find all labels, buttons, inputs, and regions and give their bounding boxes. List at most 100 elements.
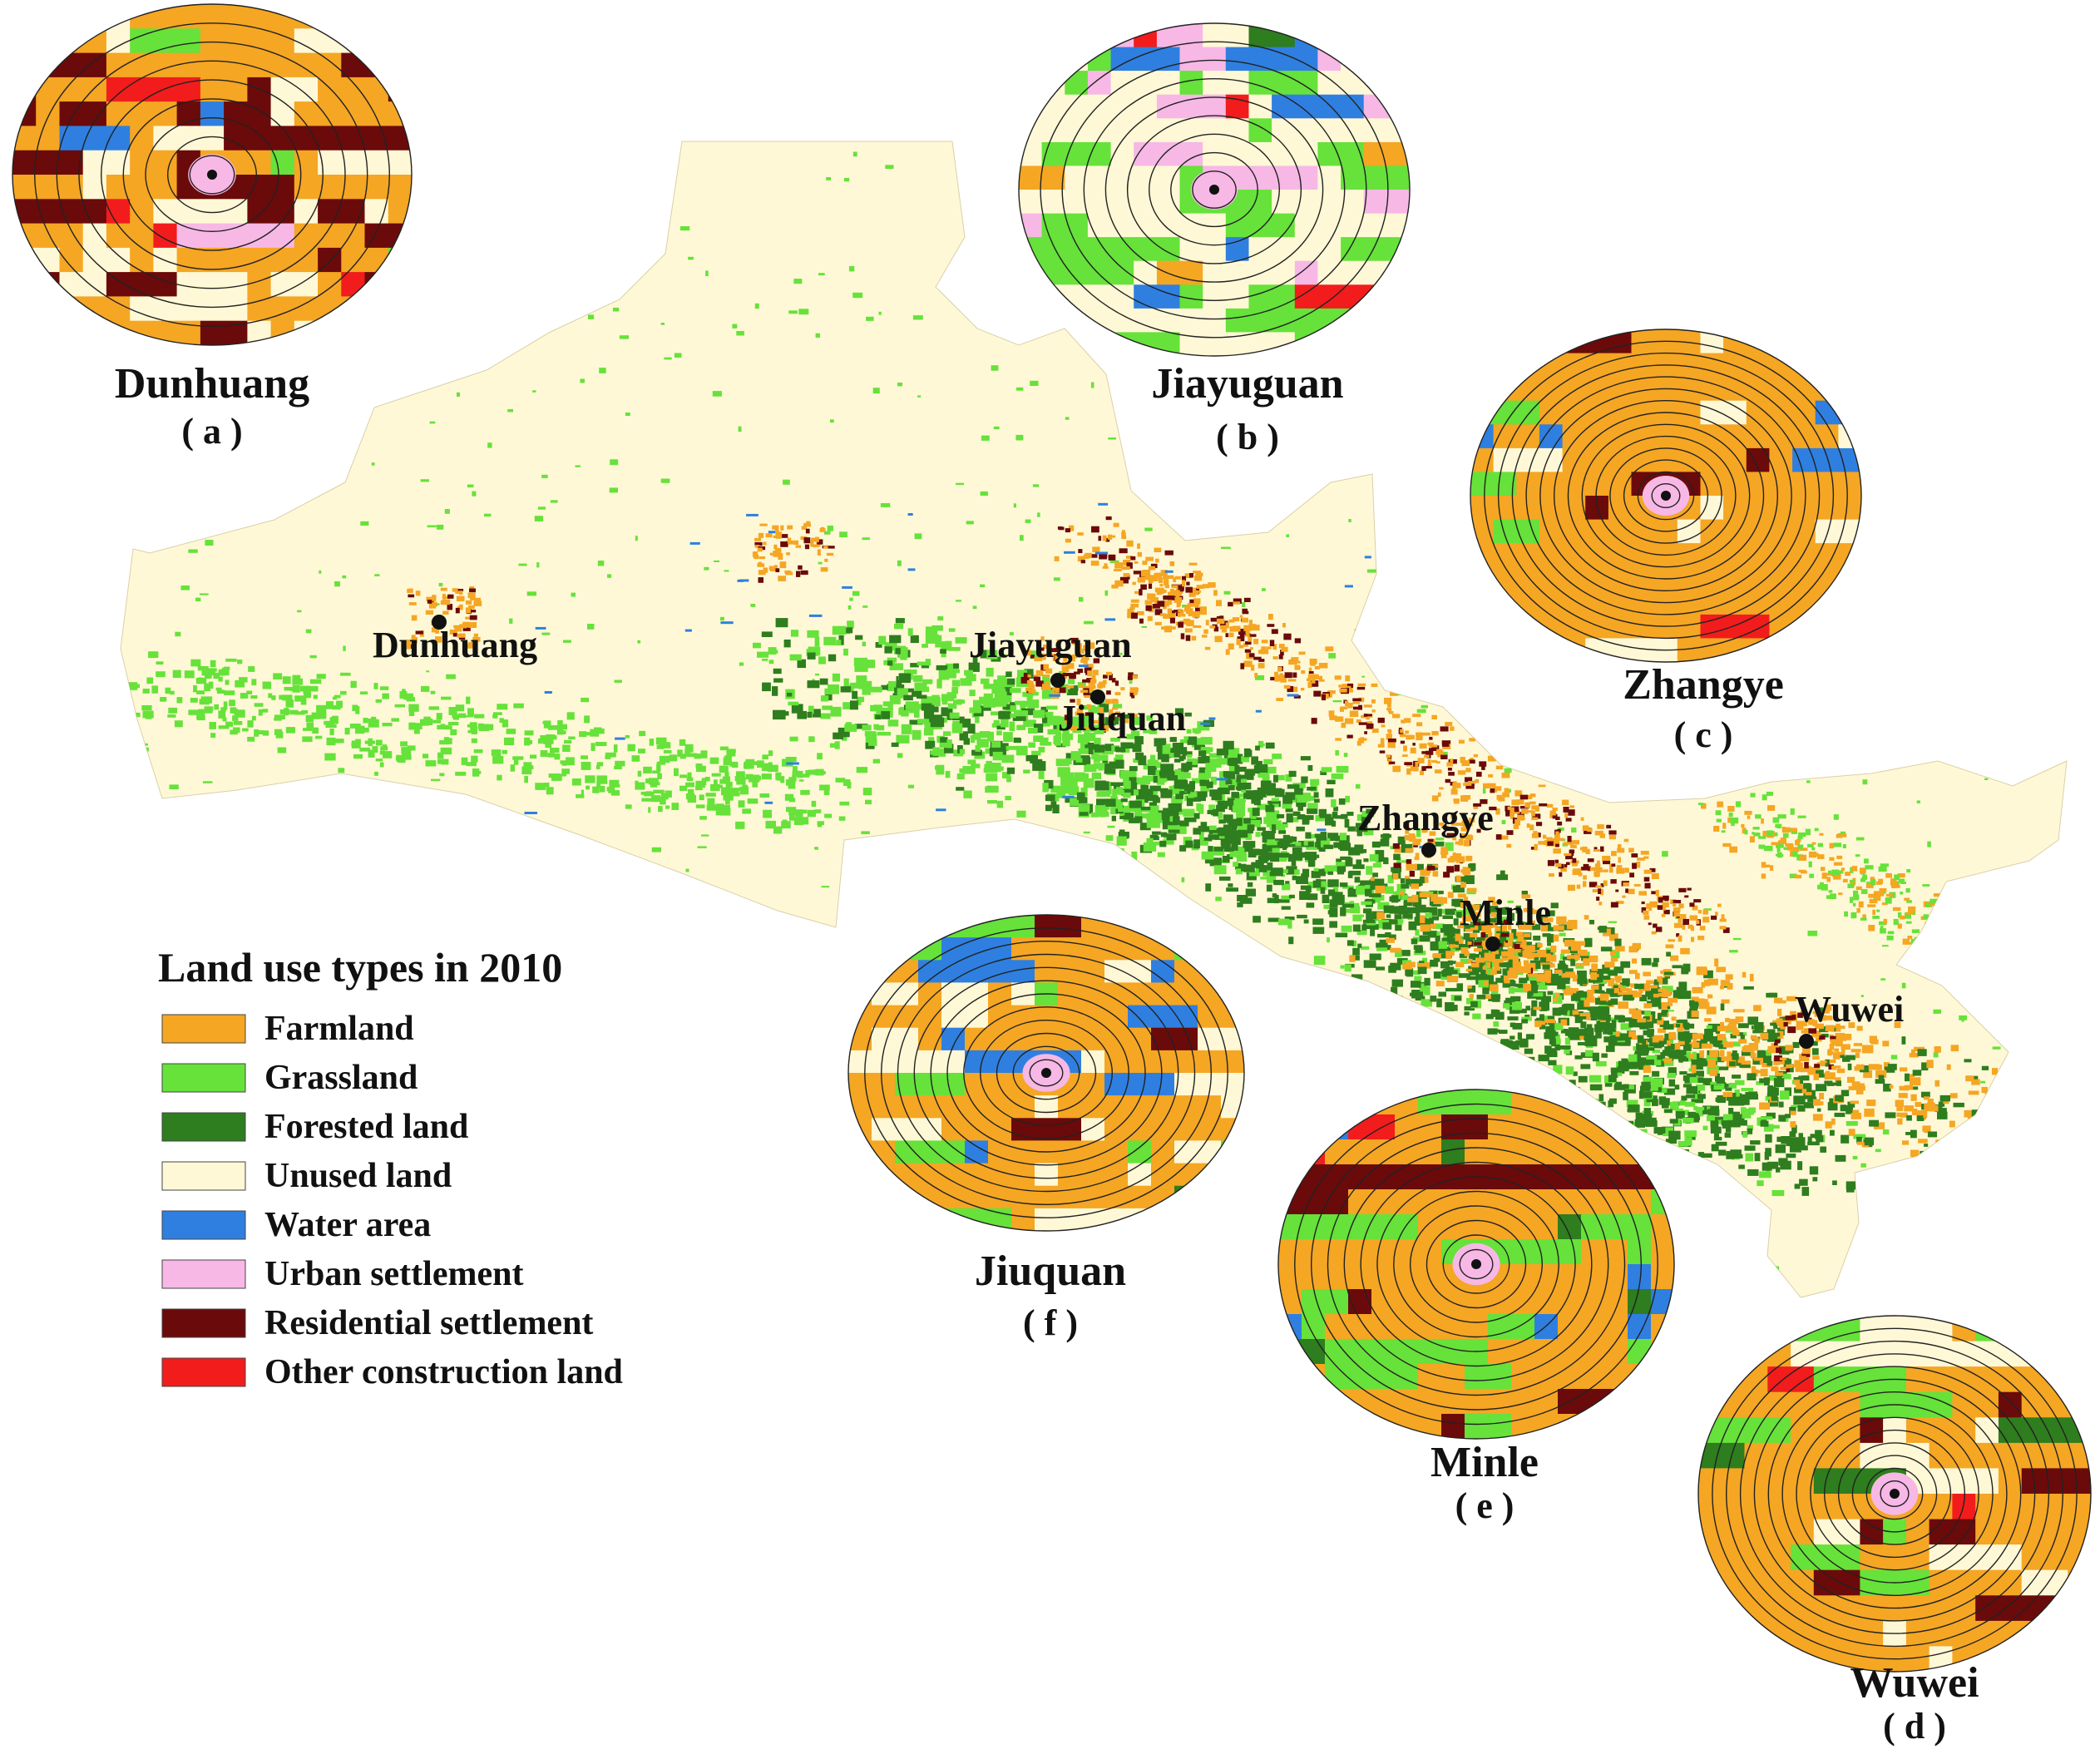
land-cover-patch bbox=[1335, 750, 1339, 756]
land-cover-patch bbox=[1732, 1075, 1742, 1079]
land-cover-patch bbox=[1798, 832, 1806, 838]
land-cover-patch bbox=[1567, 955, 1575, 960]
land-cover-patch bbox=[1255, 745, 1260, 751]
land-cover-patch bbox=[1341, 722, 1346, 729]
land-cover-patch bbox=[492, 1122, 497, 1129]
land-cover-patch bbox=[1934, 1104, 1943, 1113]
land-cover-patch bbox=[1590, 996, 1595, 1003]
land-cover-patch bbox=[1905, 888, 1910, 893]
land-cover-patch bbox=[828, 684, 839, 694]
land-cover-patch bbox=[1999, 1111, 2003, 1117]
land-cover-patch bbox=[1300, 688, 1305, 691]
land-cover-patch bbox=[487, 869, 492, 874]
land-cover-patch bbox=[1545, 1025, 1556, 1034]
land-cover-patch bbox=[875, 642, 882, 648]
land-cover-patch bbox=[1767, 1161, 1779, 1169]
land-cover-patch bbox=[1856, 1025, 1863, 1031]
land-cover-patch bbox=[1255, 859, 1264, 869]
land-cover-patch bbox=[1827, 1102, 1838, 1111]
land-cover-patch bbox=[969, 767, 976, 773]
land-cover-patch bbox=[1851, 1081, 1860, 1088]
land-cover-patch bbox=[191, 1055, 195, 1058]
land-cover-patch bbox=[1651, 996, 1662, 1004]
land-cover-patch bbox=[1933, 944, 1942, 949]
land-cover-patch bbox=[1885, 267, 1889, 273]
land-cover-patch bbox=[1277, 841, 1283, 846]
land-cover-patch bbox=[1691, 1010, 1699, 1017]
land-cover-patch bbox=[1257, 827, 1266, 831]
land-cover-patch bbox=[1908, 906, 1916, 913]
land-cover-patch bbox=[1598, 1006, 1610, 1015]
land-cover-patch bbox=[401, 747, 411, 754]
land-cover-patch bbox=[1600, 1012, 1609, 1020]
land-cover-patch bbox=[1490, 906, 1499, 912]
land-cover-patch bbox=[1124, 770, 1137, 779]
land-cover-patch bbox=[832, 1024, 839, 1029]
land-cover-patch bbox=[1137, 543, 1140, 549]
land-cover-patch bbox=[1236, 818, 1243, 827]
land-cover-patch bbox=[1628, 1104, 1640, 1113]
land-cover-patch bbox=[1312, 678, 1316, 684]
land-cover-patch bbox=[1693, 1113, 1699, 1119]
land-cover-patch bbox=[566, 190, 576, 195]
land-cover-patch bbox=[1855, 1087, 1864, 1094]
land-cover-patch bbox=[1707, 978, 1718, 986]
land-cover-patch bbox=[1077, 532, 1084, 536]
land-cover-patch bbox=[921, 664, 930, 669]
land-cover-patch bbox=[1748, 1043, 1759, 1051]
land-cover-patch bbox=[1580, 1021, 1587, 1029]
land-cover-patch bbox=[1397, 917, 1403, 926]
land-cover-patch bbox=[808, 736, 815, 743]
land-cover-patch bbox=[1865, 168, 1874, 175]
land-cover-patch bbox=[936, 679, 942, 689]
land-cover-patch bbox=[1755, 814, 1762, 819]
land-cover-patch bbox=[1564, 813, 1568, 818]
land-cover-patch bbox=[1229, 766, 1235, 774]
land-cover-patch bbox=[1201, 851, 1214, 860]
land-cover-patch bbox=[1790, 808, 1795, 815]
land-cover-patch bbox=[1584, 1050, 1594, 1057]
land-cover-patch bbox=[408, 304, 411, 309]
land-cover-patch bbox=[1976, 1120, 1985, 1125]
land-cover-patch bbox=[1216, 600, 1222, 606]
land-cover-patch bbox=[1504, 788, 1510, 793]
land-cover-patch bbox=[1565, 818, 1572, 822]
land-cover-patch bbox=[1243, 625, 1252, 631]
land-cover-patch bbox=[1701, 803, 1707, 809]
land-cover-patch bbox=[1984, 1090, 1993, 1094]
land-cover-patch bbox=[1707, 1109, 1720, 1116]
land-cover-patch bbox=[1110, 738, 1120, 742]
land-cover-patch bbox=[956, 773, 965, 780]
land-cover-patch bbox=[733, 793, 740, 797]
land-cover-patch bbox=[1766, 992, 1776, 998]
land-cover-patch bbox=[1158, 810, 1168, 817]
land-cover-patch bbox=[1186, 810, 1193, 817]
land-cover-patch bbox=[284, 832, 295, 834]
land-cover-patch bbox=[1365, 888, 1372, 897]
land-cover-patch bbox=[1370, 928, 1376, 936]
land-cover-patch bbox=[1499, 917, 1510, 922]
land-cover-patch bbox=[2024, 1129, 2032, 1133]
land-cover-patch bbox=[1024, 669, 1034, 679]
land-cover-patch bbox=[853, 1219, 858, 1223]
land-cover-patch bbox=[1890, 568, 1898, 571]
land-cover-patch bbox=[1968, 1090, 1979, 1095]
land-cover-patch bbox=[1669, 1046, 1678, 1050]
land-cover-patch bbox=[1257, 787, 1267, 794]
land-cover-patch bbox=[1604, 1082, 1613, 1087]
land-cover-patch bbox=[1830, 1129, 1835, 1136]
land-cover-patch bbox=[1435, 934, 1440, 942]
land-cover-patch bbox=[1094, 744, 1105, 753]
land-cover-patch bbox=[1526, 962, 1536, 971]
land-cover-patch bbox=[1954, 919, 1959, 923]
land-cover-patch bbox=[1606, 1022, 1615, 1031]
land-cover-patch bbox=[1375, 850, 1385, 859]
land-cover-patch bbox=[1883, 918, 1888, 925]
land-cover-patch bbox=[587, 624, 595, 630]
land-cover-patch bbox=[518, 1233, 522, 1240]
land-cover-patch bbox=[1345, 795, 1350, 803]
land-cover-patch bbox=[1127, 807, 1140, 813]
land-cover-patch bbox=[1551, 1078, 1560, 1085]
land-cover-patch bbox=[1503, 1003, 1510, 1009]
land-cover-patch bbox=[1538, 841, 1546, 845]
